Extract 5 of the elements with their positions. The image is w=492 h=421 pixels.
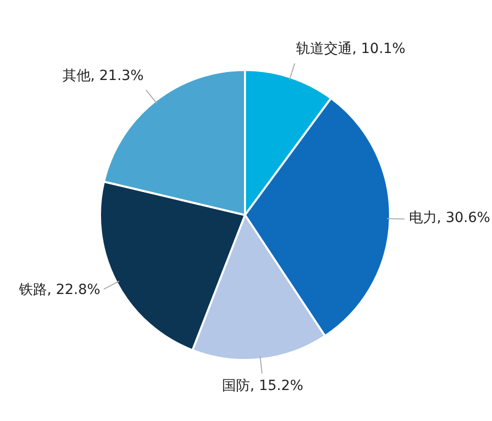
slice-label: 轨道交通, 10.1% <box>296 40 406 60</box>
slice-label: 铁路, 22.8% <box>18 281 100 300</box>
slice-label: 电力, 30.6% <box>408 209 490 228</box>
slice-label: 国防, 15.2% <box>222 376 304 396</box>
slice-label: 其他, 21.3% <box>62 67 144 86</box>
